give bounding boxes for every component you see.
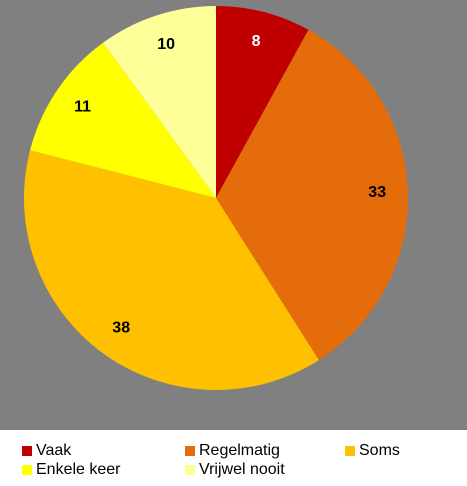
legend-label: Enkele keer — [36, 461, 121, 478]
pie-slice — [103, 6, 216, 198]
legend-label: Soms — [359, 442, 400, 459]
data-label: 11 — [74, 99, 91, 116]
legend-label: Vaak — [36, 442, 72, 459]
legend-label: Regelmatig — [199, 442, 280, 459]
legend-label: Vrijwel nooit — [199, 461, 285, 478]
pie-slice — [23, 150, 319, 391]
legend-swatch — [22, 465, 32, 475]
pie-slice — [30, 42, 217, 199]
pie-slice — [216, 6, 309, 198]
data-label: 10 — [157, 36, 175, 53]
legend-swatch — [185, 446, 195, 456]
data-label: 8 — [252, 33, 261, 50]
legend-swatch — [345, 446, 355, 456]
legend-swatch — [185, 465, 195, 475]
legend-swatch — [22, 446, 32, 456]
legend-box — [0, 430, 467, 486]
data-label: 38 — [112, 320, 130, 337]
data-label: 33 — [368, 184, 386, 201]
pie-slice — [216, 29, 409, 361]
